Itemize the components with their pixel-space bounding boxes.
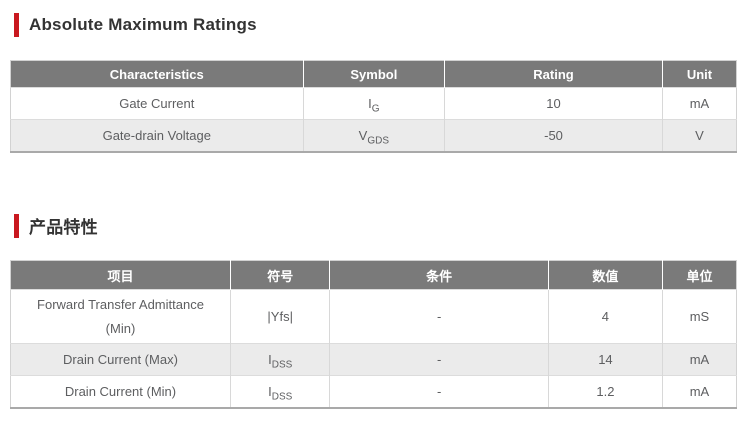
symbol-cell: IDSS <box>229 343 330 376</box>
header-row: 项目 符号 条件 数值 单位 <box>10 260 737 290</box>
table-row: Gate Current IG 10 mA <box>10 87 737 120</box>
col-header-symbol: Symbol <box>302 60 445 88</box>
unit-cell: V <box>661 119 737 152</box>
condition-cell: - <box>329 375 549 408</box>
col-header-rating: Rating <box>444 60 663 88</box>
col-header-item: 项目 <box>10 260 231 290</box>
unit-cell: mA <box>661 87 737 120</box>
symbol-subscript: DSS <box>271 391 293 403</box>
value-cell: 14 <box>547 343 663 376</box>
section-heading-absolute-maximum-ratings: Absolute Maximum Ratings <box>14 13 257 37</box>
symbol-subscript: GDS <box>367 135 390 147</box>
unit-cell: mA <box>661 343 737 376</box>
condition-cell: - <box>329 343 549 376</box>
col-header-unit: 单位 <box>661 260 737 290</box>
section-title: 产品特性 <box>29 218 98 237</box>
unit-cell: mA <box>661 375 737 408</box>
col-header-unit: Unit <box>661 60 737 88</box>
table-row: Drain Current (Min) IDSS - 1.2 mA <box>10 375 737 408</box>
symbol-base: V <box>358 127 368 143</box>
symbol-subscript: G <box>371 103 380 115</box>
characteristic-cell: Gate Current <box>10 87 304 120</box>
value-cell: 1.2 <box>547 375 663 408</box>
symbol-base: I <box>368 95 372 111</box>
col-header-condition: 条件 <box>329 260 549 290</box>
symbol-base: |Yfs| <box>267 308 293 324</box>
symbol-cell: IDSS <box>229 375 330 408</box>
symbol-subscript: DSS <box>271 359 293 371</box>
symbol-cell: IG <box>302 87 445 120</box>
rating-cell: -50 <box>444 119 663 152</box>
col-header-value: 数值 <box>547 260 663 290</box>
unit-cell: mS <box>661 289 737 344</box>
item-cell: Drain Current (Min) <box>10 375 231 408</box>
red-accent-bar <box>14 213 19 238</box>
col-header-symbol: 符号 <box>229 260 330 290</box>
item-cell: Drain Current (Max) <box>10 343 231 376</box>
symbol-cell: VGDS <box>302 119 445 152</box>
value-cell: 4 <box>547 289 663 344</box>
table-row: Gate-drain Voltage VGDS -50 V <box>10 119 737 152</box>
characteristic-cell: Gate-drain Voltage <box>10 119 304 152</box>
absolute-maximum-ratings-table: Characteristics Symbol Rating Unit Gate … <box>10 60 737 153</box>
item-cell: Forward Transfer Admittance (Min) <box>10 289 231 344</box>
table-row: Forward Transfer Admittance (Min) |Yfs| … <box>10 289 737 344</box>
rating-cell: 10 <box>444 87 663 120</box>
symbol-base: I <box>268 383 272 399</box>
symbol-base: I <box>268 351 272 367</box>
symbol-cell: |Yfs| <box>229 289 330 344</box>
col-header-characteristics: Characteristics <box>10 60 304 88</box>
section-heading-product-characteristics: 产品特性 <box>14 213 98 238</box>
red-accent-bar <box>14 13 19 37</box>
section-title: Absolute Maximum Ratings <box>29 15 257 34</box>
header-row: Characteristics Symbol Rating Unit <box>10 60 737 88</box>
condition-cell: - <box>329 289 549 344</box>
table-row: Drain Current (Max) IDSS - 14 mA <box>10 343 737 376</box>
product-characteristics-table: 项目 符号 条件 数值 单位 Forward Transfer Admittan… <box>10 260 737 409</box>
